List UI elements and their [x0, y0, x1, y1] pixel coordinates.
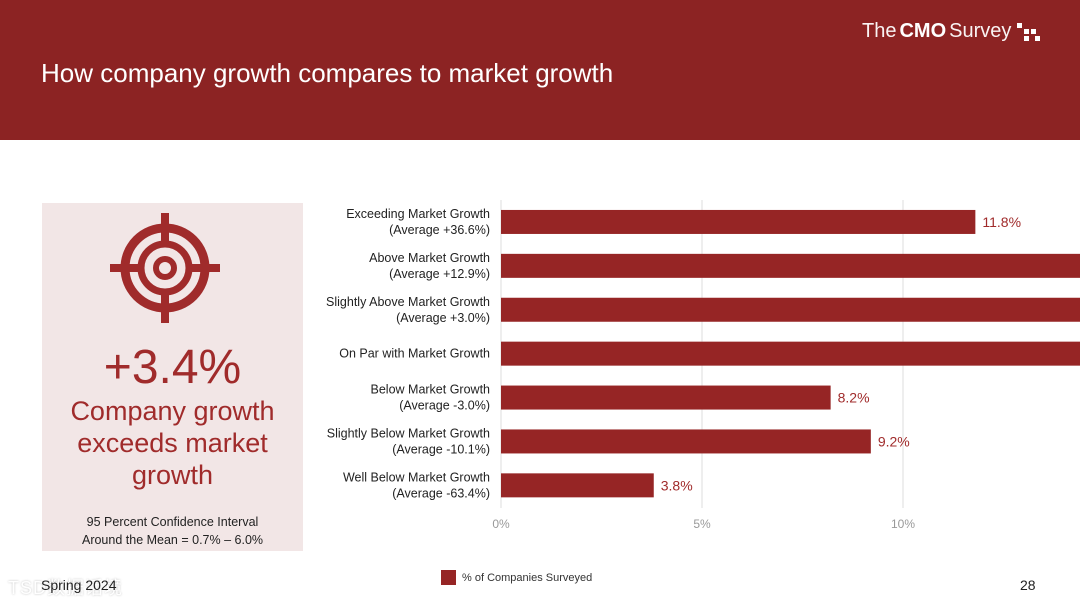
bar	[501, 209, 976, 234]
target-icon	[110, 213, 220, 323]
data-label: 9.2%	[878, 433, 910, 449]
category-label: Above Market Growth	[369, 251, 490, 265]
bar	[501, 473, 654, 498]
brand-logo: The CMO Survey	[862, 20, 1041, 43]
data-label: 3.8%	[661, 477, 693, 493]
chart-legend: % of Companies Surveyed	[441, 570, 592, 585]
bar	[501, 341, 1080, 366]
category-label: Below Market Growth	[371, 383, 491, 397]
growth-statement: Company growth exceeds market growth	[42, 395, 303, 491]
bar	[501, 297, 1080, 322]
bar	[501, 429, 871, 454]
brand-survey: Survey	[949, 20, 1012, 42]
statement-line: Company growth	[70, 396, 275, 426]
category-label: Exceeding Market Growth	[346, 207, 490, 221]
category-label: (Average +3.0%)	[396, 311, 490, 325]
category-label: (Average -10.1%)	[392, 442, 490, 456]
statement-line: exceeds market	[77, 428, 268, 458]
ci-line: Around the Mean = 0.7% – 6.0%	[81, 533, 264, 547]
category-label: Well Below Market Growth	[343, 470, 490, 484]
page-title: How company growth compares to market gr…	[41, 58, 614, 88]
statement-line: growth	[131, 460, 214, 490]
legend-label: % of Companies Surveyed	[462, 571, 593, 584]
legend-swatch	[441, 570, 456, 585]
confidence-interval: 95 Percent Confidence Interval Around th…	[42, 513, 303, 549]
header-banner: How company growth compares to market gr…	[0, 0, 1080, 140]
brand-the: The	[862, 20, 897, 42]
data-label: 8.2%	[838, 390, 870, 406]
category-label: Slightly Above Market Growth	[326, 295, 490, 309]
category-label: (Average +12.9%)	[389, 267, 490, 281]
category-label: (Average -3.0%)	[399, 399, 490, 413]
brand-dots-icon	[1015, 21, 1041, 43]
watermark: TSD数据话境	[8, 578, 123, 598]
bar	[501, 385, 831, 410]
bar	[501, 253, 1080, 278]
category-label: (Average -63.4%)	[392, 486, 490, 500]
brand-cmo: CMO	[899, 20, 947, 42]
x-tick-label: 10%	[891, 517, 915, 531]
x-tick-label: 5%	[693, 517, 711, 531]
page-number: 28	[1020, 577, 1036, 593]
x-tick-label: 0%	[492, 517, 510, 531]
category-label: Slightly Below Market Growth	[327, 426, 490, 440]
footer-date: Spring 2024	[41, 577, 117, 593]
category-label: On Par with Market Growth	[339, 347, 490, 361]
bar-chart: 0%5%10%15%20%25%11.8%Exceeding Market Gr…	[326, 200, 1080, 531]
ci-line: 95 Percent Confidence Interval	[86, 515, 259, 529]
category-label: (Average +36.6%)	[389, 223, 490, 237]
data-label: 11.8%	[982, 214, 1021, 230]
growth-value: +3.4%	[103, 341, 242, 394]
